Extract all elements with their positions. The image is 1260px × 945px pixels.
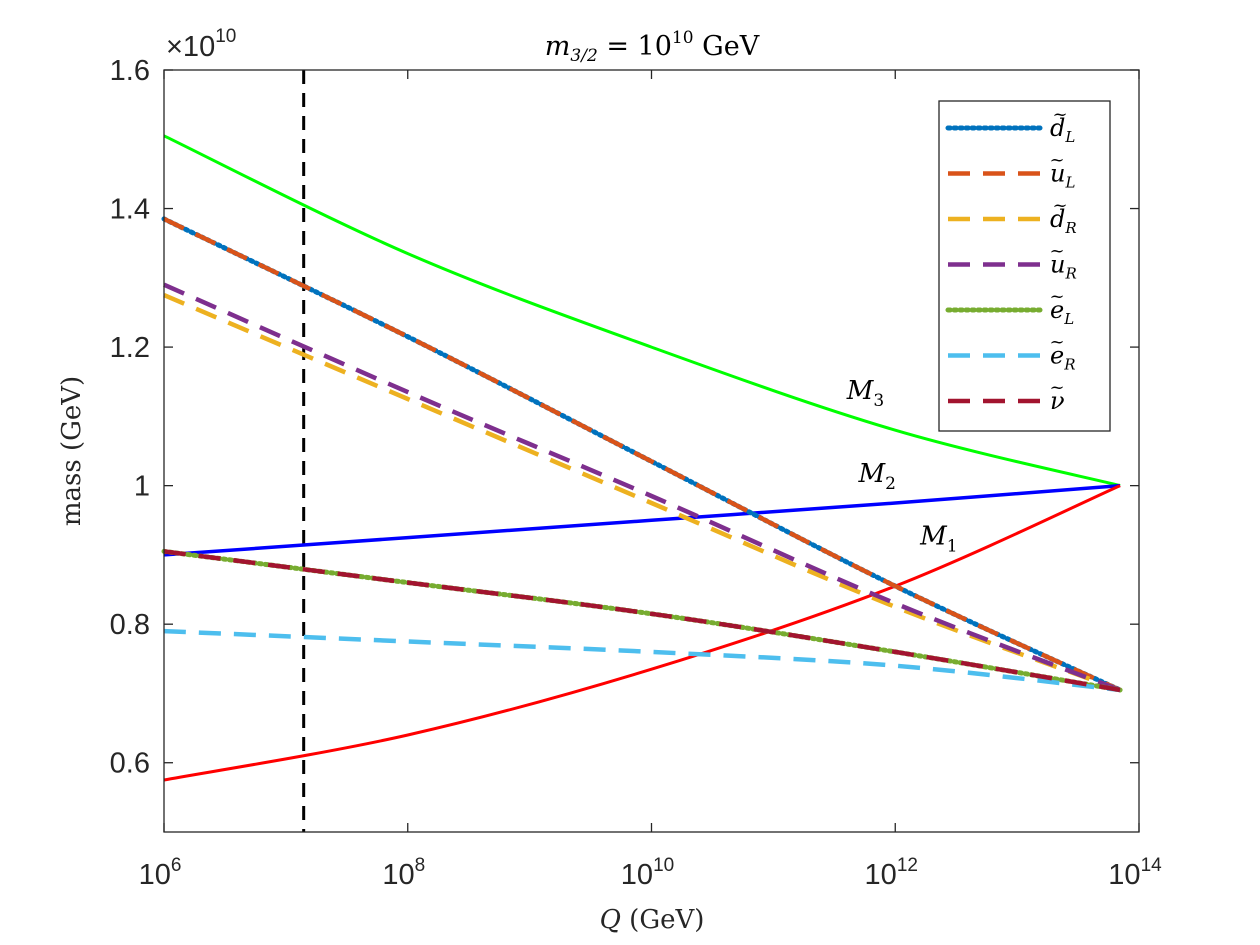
y-tick-label-1: 0.8 [110, 609, 150, 641]
legend-label-sub: L [1064, 128, 1075, 146]
x-axis-var: Q [600, 905, 621, 935]
legend-label-base: e [1050, 342, 1064, 370]
legend-label-sub: R [1063, 356, 1075, 374]
legend-label-6: ν [1050, 387, 1065, 415]
series-line-m-1 [163, 484, 1121, 782]
x-tick-exp: 8 [415, 855, 426, 876]
legend-label-base: u [1050, 160, 1065, 188]
legend-label-5: eR [1050, 342, 1076, 374]
title-eq: = 10 [598, 31, 672, 62]
annotation-m3: M3 [846, 376, 884, 411]
title-sub: 3/2 [570, 46, 597, 66]
x-tick-label-0: 106 [139, 855, 182, 891]
legend-label-2: dR [1050, 205, 1077, 237]
annotation-base: M [846, 376, 875, 406]
x-tick-base: 10 [139, 859, 171, 891]
y-tick-label-0: 0.6 [110, 748, 150, 780]
series-line-e-r [163, 628, 1121, 693]
x-tick-base: 10 [621, 859, 653, 891]
annotation-base: M [858, 459, 887, 489]
chart-title: m3/2 = 1010 GeV [545, 28, 760, 66]
x-tick-base: 10 [1108, 859, 1140, 891]
x-tick-exp: 6 [171, 855, 182, 876]
series-layer [161, 134, 1123, 782]
legend-label-sub: L [1064, 174, 1075, 192]
x-tick-label-4: 1014 [1108, 855, 1162, 891]
y-exponent-label: ×1010 [166, 26, 236, 63]
x-tick-base: 10 [865, 859, 897, 891]
legend-label-base: e [1050, 296, 1064, 324]
legend-tilde-6: ~ [1049, 377, 1064, 398]
legend-label-1: uL [1050, 160, 1075, 192]
legend-label-4: eL [1050, 296, 1074, 328]
legend-tilde-2: ~ [1052, 195, 1067, 216]
legend-label-sub: L [1063, 310, 1074, 328]
legend-label-base: u [1050, 251, 1065, 279]
x-tick-base: 10 [382, 859, 414, 891]
series-line-m-2 [163, 483, 1121, 557]
annotation-m2: M2 [858, 459, 896, 494]
y-tick-label-5: 1.6 [110, 55, 150, 87]
legend-label-sub: R [1064, 219, 1076, 237]
annotation-sub: 3 [873, 391, 884, 411]
series-line-u-l [163, 216, 1122, 693]
y-tick-label-4: 1.4 [110, 194, 150, 226]
x-tick-label-1: 108 [382, 855, 425, 891]
legend-tilde-4: ~ [1049, 286, 1064, 307]
x-axis-unit: (GeV) [621, 905, 704, 935]
title-m: m [545, 31, 571, 62]
series-line-d-r [163, 293, 1121, 693]
x-tick-label-2: 1010 [621, 855, 674, 891]
legend: dL~uL~dR~uR~eL~eR~ν~ [938, 100, 1111, 432]
annotation-sub: 2 [885, 474, 896, 494]
legend-label-base: d [1050, 205, 1065, 233]
y-exponent-prefix: ×10 [166, 31, 215, 63]
annotation-m1: M1 [919, 522, 957, 557]
legend-label-sub: R [1064, 265, 1076, 283]
y-exponent-sup: 10 [215, 26, 236, 47]
legend-items: dL~uL~dR~uR~eL~eR~ν~ [945, 104, 1077, 415]
legend-label-3: uR [1050, 251, 1077, 283]
y-tick-label-3: 1.2 [110, 332, 150, 364]
title-sup: 10 [672, 28, 694, 48]
legend-tilde-3: ~ [1049, 241, 1064, 262]
series-line-u-r [163, 282, 1121, 693]
legend-tilde-1: ~ [1049, 150, 1064, 171]
x-tick-exp: 10 [653, 855, 674, 876]
legend-tilde-5: ~ [1049, 332, 1064, 353]
y-tick-label-2: 1 [134, 471, 150, 503]
legend-label-base: d [1050, 114, 1065, 142]
title-unit: GeV [694, 31, 760, 62]
x-axis-label: Q (GeV) [600, 905, 705, 935]
x-tick-exp: 14 [1141, 855, 1163, 876]
x-tick-exp: 12 [897, 855, 918, 876]
x-tick-label-3: 1012 [865, 855, 918, 891]
annotation-base: M [919, 522, 948, 552]
series-line-m-3 [163, 134, 1121, 488]
legend-label-0: dL [1050, 114, 1075, 146]
annotation-sub: 1 [947, 537, 958, 557]
legend-label-base: ν [1050, 387, 1065, 415]
series-line-nu [163, 549, 1121, 693]
legend-tilde-0: ~ [1052, 104, 1067, 125]
y-axis-label: mass (GeV) [57, 376, 87, 526]
